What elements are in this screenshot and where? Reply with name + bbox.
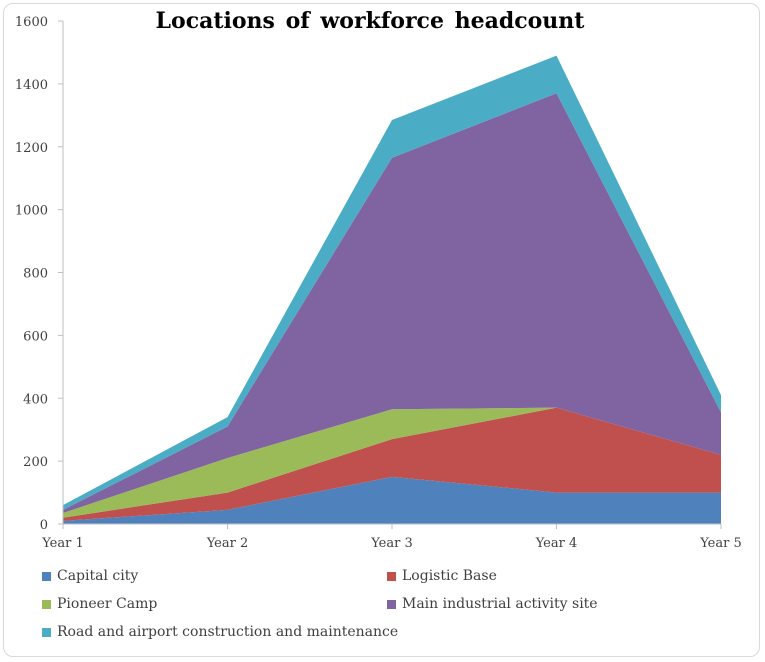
y-tick-label: 1200 [15,141,48,156]
x-tick-label: Year 1 [41,536,84,551]
y-tick-label: 1400 [15,78,48,93]
x-tick-label: Year 2 [206,536,249,551]
x-tick-label: Year 4 [535,536,578,551]
area-road-and-airport-construction-and-maintenance [63,55,721,510]
y-tick-label: 600 [23,329,48,344]
legend-item: Logistic Base [387,568,497,584]
y-tick-label: 800 [23,267,48,282]
y-tick-label: 400 [23,392,48,407]
area-pioneer-camp [63,407,721,518]
y-tick-label: 0 [40,518,48,533]
area-series-group [63,55,721,524]
x-tick-label: Year 5 [699,536,742,551]
chart-title: Locations of workforce headcount [155,8,585,34]
area-main-industrial-activity-site [63,93,721,513]
legend-item: Pioneer Camp [42,596,157,612]
axes-group: 0 200 400 600 800 1000 1200 1400 1600 Year 1 Year … [15,15,742,551]
legend-item: Road and airport construction and mainte… [42,624,398,640]
y-tick-label: 200 [23,455,48,470]
legend-label: Main industrial activity site [402,596,598,612]
legend-swatch [387,571,396,581]
y-tick-label: 1000 [15,204,48,219]
legend-label: Road and airport construction and mainte… [57,624,399,640]
legend-item: Capital city [42,568,138,584]
area-capital-city [63,476,721,524]
y-tick-label: 1600 [15,15,48,30]
legend-item: Main industrial activity site [387,596,598,612]
legend-label: Pioneer Camp [57,596,158,612]
legend-swatch [42,571,51,581]
x-tick-label: Year 3 [370,536,413,551]
legend-label: Capital city [57,568,139,584]
legend-swatch [387,599,396,609]
legend-swatch [42,599,51,609]
legend-label: Logistic Base [402,568,497,584]
legend-swatch [42,627,51,637]
